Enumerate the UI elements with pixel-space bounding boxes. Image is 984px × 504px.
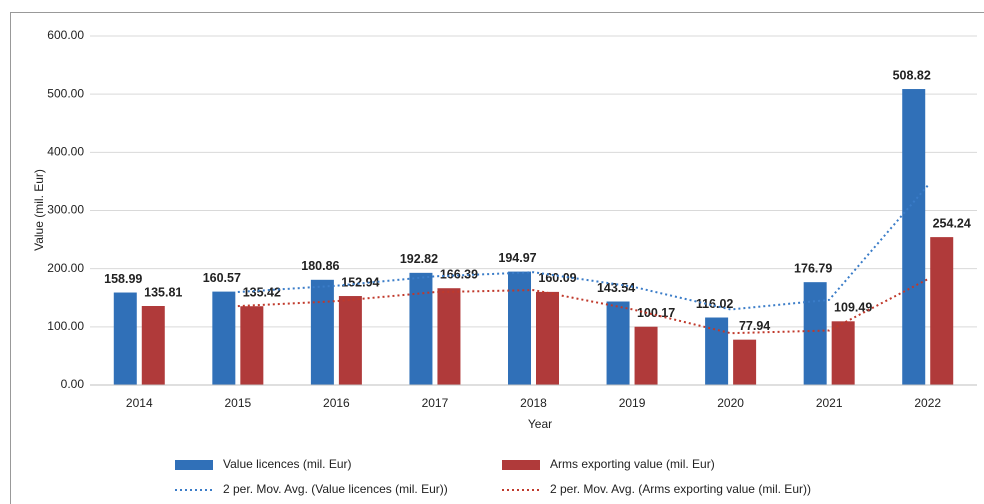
x-tick-label: 2015 <box>224 396 251 410</box>
bar <box>437 288 461 385</box>
data-label: 77.94 <box>739 319 770 333</box>
chart-frame <box>10 12 984 504</box>
data-label: 192.82 <box>400 252 438 266</box>
y-tick-label: 600.00 <box>47 28 84 42</box>
data-label: 152.94 <box>341 275 379 289</box>
y-tick-label: 500.00 <box>47 86 84 100</box>
x-tick-label: 2016 <box>323 396 350 410</box>
y-tick-label: 200.00 <box>47 261 84 275</box>
data-label: 160.57 <box>203 271 241 285</box>
bar <box>634 326 658 385</box>
data-label: 508.82 <box>893 68 931 82</box>
trend-line <box>237 184 929 311</box>
data-label: 176.79 <box>794 261 832 275</box>
legend-label: Value licences (mil. Eur) <box>223 457 351 471</box>
y-tick-label: 300.00 <box>47 203 84 217</box>
legend-swatch <box>175 460 213 470</box>
x-tick-label: 2018 <box>520 396 547 410</box>
x-tick-label: 2021 <box>816 396 843 410</box>
bar <box>212 291 236 385</box>
bar <box>141 306 165 385</box>
bar <box>831 321 855 385</box>
bar <box>409 272 433 385</box>
data-label: 135.42 <box>243 286 281 300</box>
bar <box>930 237 954 385</box>
bar <box>902 89 926 385</box>
bar <box>803 282 827 385</box>
y-axis-title: Value (mil. Eur) <box>32 169 46 251</box>
data-label: 254.24 <box>933 216 971 230</box>
legend-label: 2 per. Mov. Avg. (Arms exporting value (… <box>550 482 811 496</box>
legend-label: 2 per. Mov. Avg. (Value licences (mil. E… <box>223 482 448 496</box>
trend-line <box>237 278 929 335</box>
legend-swatch <box>502 460 540 470</box>
x-tick-label: 2022 <box>914 396 941 410</box>
bar <box>508 271 531 385</box>
y-tick-label: 100.00 <box>47 319 84 333</box>
bar <box>338 296 362 385</box>
data-label: 135.81 <box>144 285 182 299</box>
data-label: 158.99 <box>104 272 142 286</box>
legend-label: Arms exporting value (mil. Eur) <box>550 457 715 471</box>
data-label: 116.02 <box>696 297 734 311</box>
data-label: 143.54 <box>597 281 635 295</box>
bar <box>240 306 264 385</box>
bar <box>310 279 334 385</box>
x-tick-label: 2014 <box>126 396 153 410</box>
bar <box>733 339 757 385</box>
bar <box>536 291 559 385</box>
y-tick-label: 0.00 <box>61 377 85 391</box>
x-axis-title: Year <box>528 417 552 431</box>
data-label: 194.97 <box>498 251 536 265</box>
bar <box>113 292 137 385</box>
y-tick-label: 400.00 <box>47 145 84 159</box>
bar <box>705 317 729 385</box>
data-label: 180.86 <box>301 259 339 273</box>
bar <box>606 301 630 385</box>
data-label: 109.49 <box>834 301 872 315</box>
x-tick-label: 2020 <box>717 396 744 410</box>
x-tick-label: 2019 <box>619 396 646 410</box>
data-label: 160.09 <box>538 271 576 285</box>
x-tick-label: 2017 <box>422 396 449 410</box>
